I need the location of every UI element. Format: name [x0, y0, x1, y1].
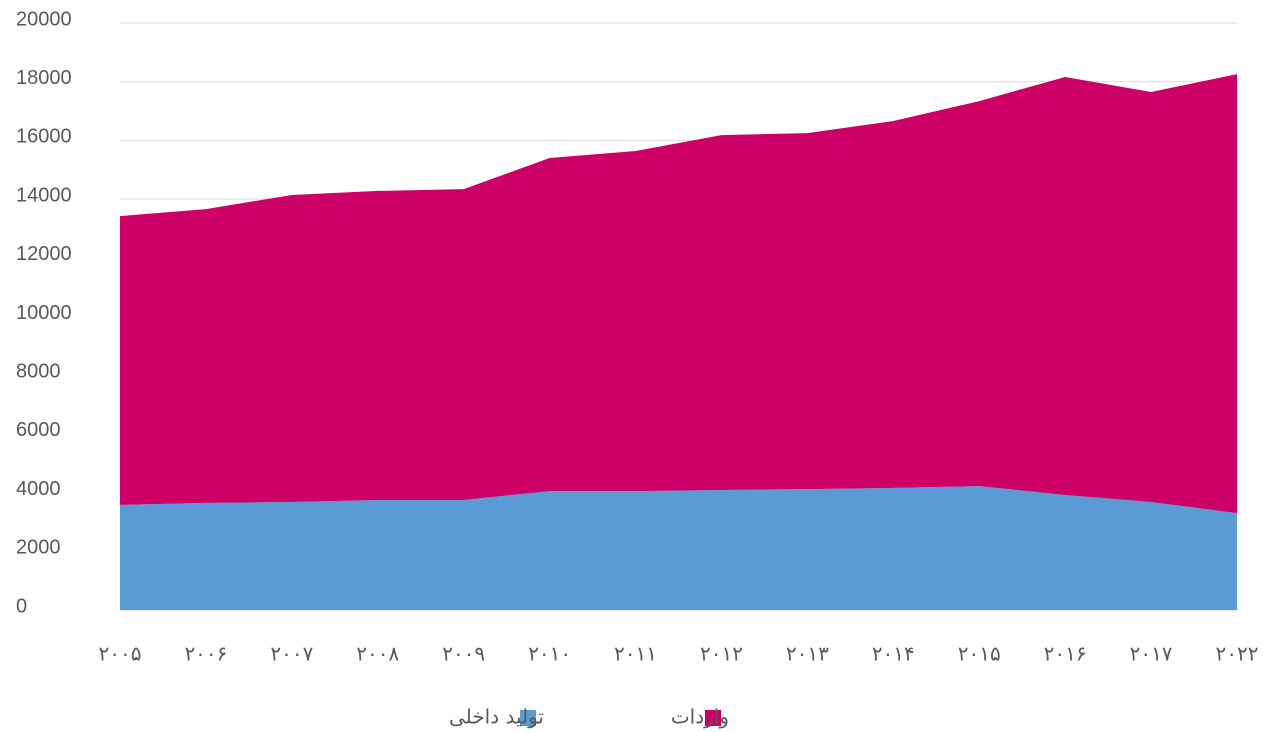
x-tick-label: ۲۰۱۵ [958, 642, 1001, 666]
legend-swatch [520, 710, 536, 726]
y-tick-label: 8000 [16, 360, 61, 382]
legend-swatch [705, 710, 721, 726]
legend-label: واردات [671, 705, 729, 729]
x-tick-label: ۲۰۰۶ [184, 642, 227, 666]
y-tick-label: 16000 [16, 126, 72, 148]
x-tick-label: ۲۰۱۰ [528, 642, 571, 666]
y-tick-label: 18000 [16, 67, 72, 89]
x-tick-label: ۲۰۲۲ [1216, 642, 1259, 666]
x-tick-label: ۲۰۱۲ [700, 642, 743, 666]
legend-label: تولید داخلی [449, 705, 544, 729]
y-tick-label: 2000 [16, 537, 61, 559]
x-tick-label: ۲۰۰۵ [99, 642, 142, 666]
y-tick-label: 14000 [16, 184, 72, 206]
x-tick-label: ۲۰۰۷ [270, 642, 313, 666]
area [120, 486, 1237, 610]
x-tick-label: ۲۰۱۳ [786, 642, 829, 666]
y-tick-label: 20000 [16, 8, 72, 30]
y-tick-label: 10000 [16, 302, 72, 324]
y-tick-label: 0 [16, 595, 27, 617]
x-tick-label: ۲۰۱۴ [872, 642, 915, 666]
y-tick-label: 6000 [16, 419, 61, 441]
x-tick-label: ۲۰۰۹ [442, 642, 485, 666]
x-tick-label: ۲۰۱۷ [1130, 642, 1173, 666]
x-tick-label: ۲۰۰۸ [356, 642, 399, 666]
x-tick-label: ۲۰۱۱ [614, 642, 657, 666]
y-tick-label: 12000 [16, 243, 72, 265]
x-tick-label: ۲۰۱۶ [1044, 642, 1087, 666]
area [120, 74, 1237, 514]
y-tick-label: 4000 [16, 478, 61, 500]
